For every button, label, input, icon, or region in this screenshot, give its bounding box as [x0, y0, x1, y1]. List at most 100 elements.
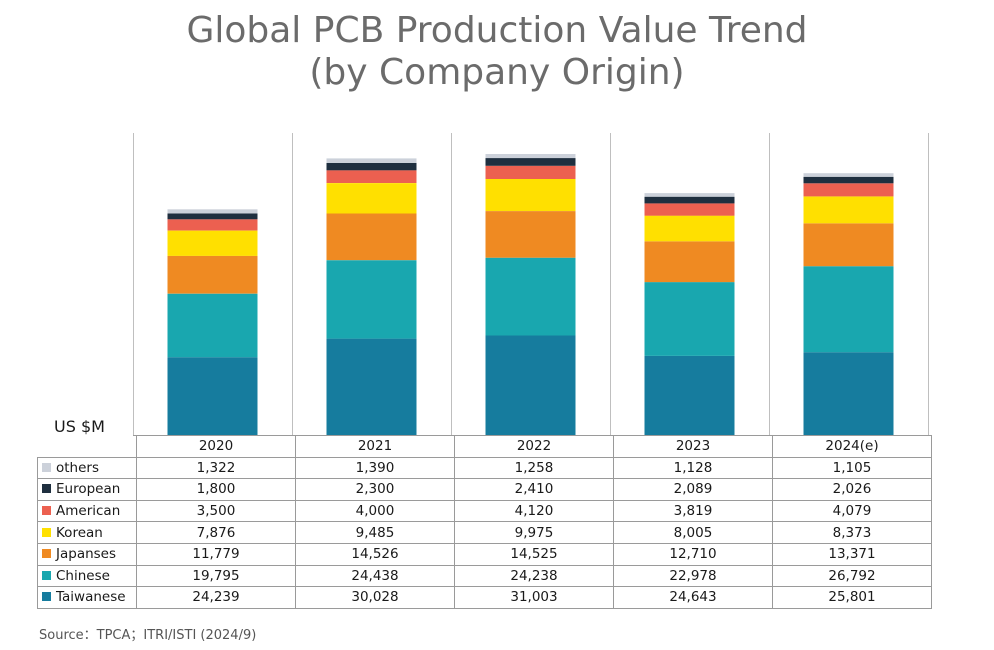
- legend-swatch: [42, 484, 51, 494]
- data-label: 9,485: [295, 521, 455, 544]
- bar-segment-american-2024(e): [803, 183, 894, 197]
- data-label: 24,643: [613, 586, 773, 609]
- data-label: 13,371: [772, 542, 932, 566]
- data-label: 4,079: [772, 499, 932, 523]
- legend-label: American: [56, 503, 121, 520]
- table-row: European 1,800 2,300 2,410 2,089 2,026: [37, 478, 932, 501]
- chart-title: Global PCB Production Value Trend: [186, 10, 808, 51]
- data-label: 1,800: [136, 478, 296, 501]
- table-header-row: 2020 2021 2022 2023 2024(e): [37, 435, 932, 458]
- legend-label: Taiwanese: [56, 589, 126, 606]
- bar-segment-chinese-2024(e): [803, 266, 894, 353]
- data-label: 4,000: [295, 499, 455, 523]
- table-row: Chinese 19,795 24,438 24,238 22,978 26,792: [37, 564, 932, 588]
- legend-entry: European: [37, 478, 137, 501]
- bar-segment-others-2022: [485, 154, 576, 158]
- data-label: 1,390: [295, 456, 455, 480]
- bar-segment-european-2021: [326, 162, 417, 171]
- data-label: 3,500: [136, 499, 296, 523]
- data-label: 8,005: [613, 521, 773, 544]
- legend-swatch: [42, 549, 51, 559]
- bar-segment-japanses-2021: [326, 213, 417, 261]
- data-label: 12,710: [613, 542, 773, 566]
- bar-segment-others-2021: [326, 158, 417, 163]
- data-label: 19,795: [136, 564, 296, 588]
- data-label: 1,105: [772, 456, 932, 480]
- data-label: 7,876: [136, 521, 296, 544]
- bar-segment-korean-2020: [167, 230, 258, 256]
- x-tick-label: 2021: [295, 435, 455, 458]
- bar-segment-chinese-2023: [644, 282, 735, 356]
- bar-segment-others-2023: [644, 193, 735, 197]
- chart-subtitle: (by Company Origin): [309, 52, 685, 93]
- legend-swatch: [42, 592, 51, 602]
- legend-swatch: [42, 527, 51, 537]
- bar-segment-european-2023: [644, 196, 735, 204]
- bar-segment-chinese-2022: [485, 257, 576, 336]
- data-label: 24,238: [454, 564, 614, 588]
- y-axis-unit-label: US $M: [54, 417, 105, 436]
- bar-segment-american-2023: [644, 203, 735, 216]
- bar-segment-taiwanese-2021: [326, 338, 417, 435]
- data-label: 1,322: [136, 456, 296, 480]
- table-row: Taiwanese 24,239 30,028 31,003 24,643 25,801: [37, 586, 932, 609]
- data-table: 2020 2021 2022 2023 2024(e) others 1,322 1,390 1…: [37, 435, 932, 609]
- bar-segment-korean-2022: [485, 179, 576, 211]
- bar-segment-taiwanese-2022: [485, 335, 576, 435]
- table-row: others 1,322 1,390 1,258 1,128 1,105: [37, 456, 932, 480]
- bar-segment-taiwanese-2023: [644, 355, 735, 435]
- data-label: 1,128: [613, 456, 773, 480]
- bar-segment-chinese-2020: [167, 293, 258, 358]
- legend-label: European: [56, 481, 121, 498]
- data-label: 1,258: [454, 456, 614, 480]
- legend-swatch: [42, 462, 51, 472]
- bar-segment-european-2020: [167, 213, 258, 220]
- legend-swatch: [42, 570, 51, 580]
- legend-swatch: [42, 506, 51, 516]
- table-corner-cell: [37, 435, 137, 458]
- data-label: 26,792: [772, 564, 932, 588]
- source-note: Source：TPCA；ITRI/ISTI (2024/9): [39, 628, 257, 643]
- bar-segment-american-2021: [326, 170, 417, 183]
- data-label: 31,003: [454, 586, 614, 609]
- data-label: 9,975: [454, 521, 614, 544]
- data-label: 4,120: [454, 499, 614, 523]
- data-label: 3,819: [613, 499, 773, 523]
- data-label: 2,410: [454, 478, 614, 501]
- data-label: 8,373: [772, 521, 932, 544]
- data-label: 2,300: [295, 478, 455, 501]
- bar-segment-korean-2023: [644, 215, 735, 242]
- bar-segment-japanses-2024(e): [803, 223, 894, 267]
- bar-segment-chinese-2021: [326, 260, 417, 339]
- legend-label: Japanses: [56, 546, 117, 563]
- bar-segment-korean-2021: [326, 183, 417, 214]
- data-label: 24,239: [136, 586, 296, 609]
- bar-segment-taiwanese-2024(e): [803, 352, 894, 435]
- legend-entry: Korean: [37, 521, 137, 544]
- data-label: 22,978: [613, 564, 773, 588]
- bar-segment-european-2022: [485, 158, 576, 166]
- bar-segment-american-2022: [485, 165, 576, 179]
- data-label: 2,026: [772, 478, 932, 501]
- legend-entry: American: [37, 499, 137, 523]
- legend-label: Korean: [56, 524, 103, 541]
- bar-segment-others-2024(e): [803, 173, 894, 177]
- x-tick-label: 2022: [454, 435, 614, 458]
- data-label: 14,525: [454, 542, 614, 566]
- data-label: 25,801: [772, 586, 932, 609]
- data-label: 24,438: [295, 564, 455, 588]
- x-tick-label: 2024(e): [772, 435, 932, 458]
- data-label: 14,526: [295, 542, 455, 566]
- bar-segment-korean-2024(e): [803, 196, 894, 224]
- table-row: Korean 7,876 9,485 9,975 8,005 8,373: [37, 521, 932, 544]
- bar-segment-japanses-2020: [167, 255, 258, 294]
- stacked-bar-chart: [133, 133, 929, 436]
- table-row: Japanses 11,779 14,526 14,525 12,710 13,371: [37, 542, 932, 566]
- legend-label: Chinese: [56, 567, 110, 584]
- legend-label: others: [56, 459, 99, 476]
- bar-segment-european-2024(e): [803, 176, 894, 184]
- table-row: American 3,500 4,000 4,120 3,819 4,079: [37, 499, 932, 523]
- bar-segment-others-2020: [167, 209, 258, 214]
- bar-segment-japanses-2022: [485, 211, 576, 258]
- data-label: 11,779: [136, 542, 296, 566]
